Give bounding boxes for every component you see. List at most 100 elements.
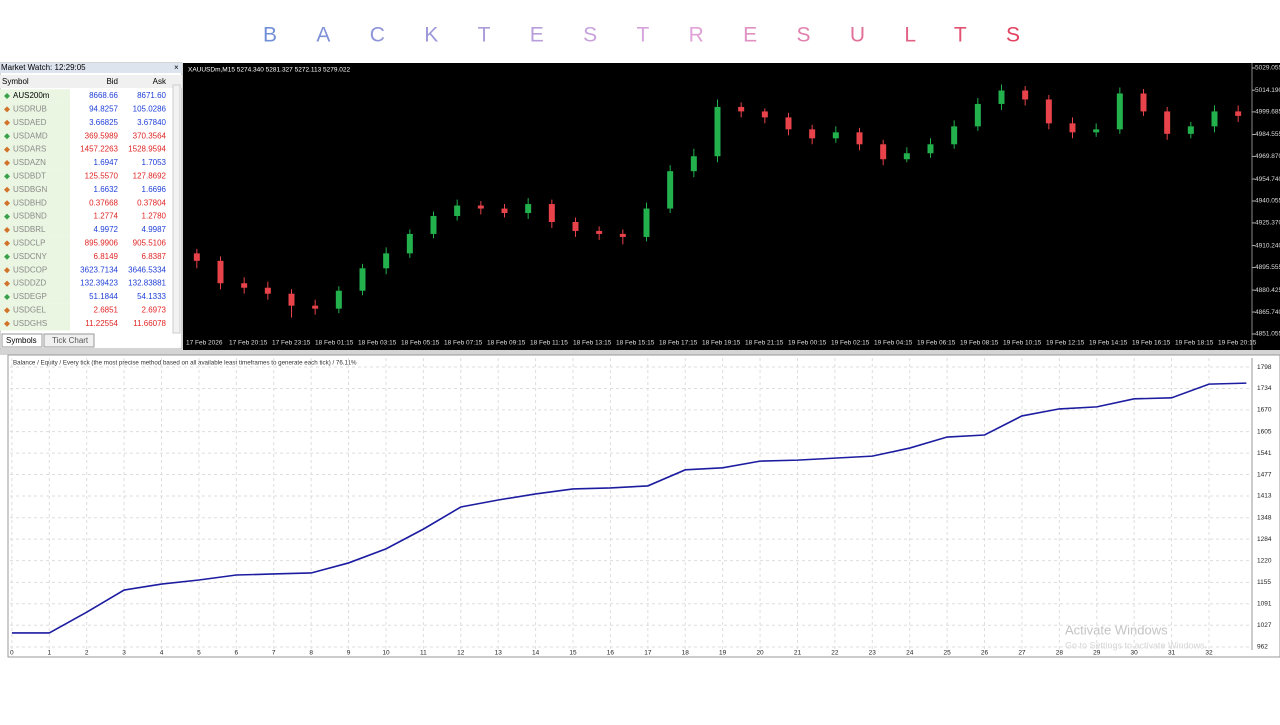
symbol-icon bbox=[4, 93, 10, 99]
tab[interactable] bbox=[43, 333, 95, 348]
bid: 125.5570 bbox=[85, 172, 119, 181]
candle-body bbox=[785, 117, 792, 130]
column-header[interactable]: Bid bbox=[106, 77, 118, 86]
candle-body bbox=[738, 106, 745, 112]
y-tick-label: 5014.190 bbox=[1255, 87, 1280, 94]
symbol-icon bbox=[4, 267, 10, 274]
market-watch-title: Market Watch: 12:29:05 bbox=[1, 63, 86, 72]
ask: 54.1333 bbox=[137, 292, 166, 301]
column-header-row bbox=[0, 75, 182, 88]
x-tick-label: 17 Feb 23:15 bbox=[272, 340, 311, 347]
candle-body bbox=[477, 205, 484, 209]
close-button[interactable]: × bbox=[174, 63, 179, 72]
ask: 6.8387 bbox=[142, 252, 167, 261]
candle-body bbox=[998, 90, 1005, 104]
y-tick-label: 1605 bbox=[1257, 428, 1272, 435]
balance-line bbox=[11, 382, 1247, 634]
candle-body bbox=[1093, 129, 1100, 133]
y-tick-label: 1413 bbox=[1257, 493, 1272, 500]
x-tick-label: 27 bbox=[1018, 650, 1026, 657]
symbol[interactable]: USDAZN bbox=[13, 158, 46, 167]
candle-body bbox=[288, 293, 295, 306]
candle-body bbox=[359, 268, 366, 291]
symbol-icon bbox=[4, 200, 10, 207]
symbol-icon bbox=[4, 213, 10, 220]
candle-body bbox=[572, 221, 579, 231]
x-tick-label: 8 bbox=[309, 650, 313, 657]
symbol[interactable]: USDCOP bbox=[13, 265, 47, 274]
x-tick-label: 1 bbox=[47, 650, 51, 657]
x-tick-label: 17 Feb 20:15 bbox=[229, 340, 268, 347]
ask: 0.37804 bbox=[137, 198, 166, 207]
candle-body bbox=[832, 132, 839, 139]
scrollbar[interactable] bbox=[172, 84, 181, 334]
symbol[interactable]: USDCNY bbox=[13, 252, 47, 261]
y-tick-label: 4895.555 bbox=[1255, 264, 1280, 271]
y-tick-label: 1284 bbox=[1257, 536, 1272, 543]
balance-chart-panel bbox=[7, 354, 1280, 658]
tab[interactable] bbox=[1, 333, 43, 348]
y-tick-label: 4984.555 bbox=[1255, 131, 1280, 138]
x-tick-label: 19 Feb 10:15 bbox=[1003, 340, 1042, 347]
column-header[interactable]: Ask bbox=[153, 77, 167, 86]
x-tick-label: 19 Feb 16:15 bbox=[1132, 340, 1171, 347]
symbol-icon bbox=[4, 227, 10, 233]
symbol[interactable]: USDGHS bbox=[13, 319, 47, 328]
symbol-cell bbox=[0, 276, 70, 291]
symbol-cell bbox=[0, 183, 70, 197]
symbol[interactable]: USDBDT bbox=[13, 172, 46, 181]
ask: 4.9987 bbox=[142, 225, 167, 234]
candle-body bbox=[312, 305, 319, 309]
y-tick-label: 4954.740 bbox=[1255, 176, 1280, 183]
y-tick-label: 4925.370 bbox=[1255, 220, 1280, 227]
symbol[interactable]: USDARS bbox=[13, 145, 46, 154]
column-header[interactable]: Symbol bbox=[2, 77, 29, 86]
x-tick-label: 14 bbox=[532, 650, 540, 657]
symbol-icon bbox=[4, 133, 10, 140]
symbol[interactable]: USDBGN bbox=[13, 185, 47, 194]
symbol[interactable]: USDBRL bbox=[13, 225, 46, 234]
page-title: BACKTESTRESULTS bbox=[263, 24, 1020, 47]
x-tick-label: 15 bbox=[569, 650, 577, 657]
candle-body bbox=[525, 204, 532, 214]
symbol[interactable]: USDGEL bbox=[13, 306, 46, 315]
x-tick-label: 16 bbox=[607, 650, 615, 657]
symbol-cell bbox=[0, 116, 70, 130]
x-tick-label: 24 bbox=[906, 650, 914, 657]
tab-label[interactable]: Symbols bbox=[6, 336, 37, 345]
y-tick-label: 4940.055 bbox=[1255, 198, 1280, 205]
symbol[interactable]: USDBHD bbox=[13, 198, 47, 207]
candle-body bbox=[809, 129, 816, 139]
y-tick-label: 1798 bbox=[1257, 364, 1272, 371]
y-tick-label: 962 bbox=[1257, 644, 1268, 651]
symbol[interactable]: USDDZD bbox=[13, 279, 47, 288]
tab-label[interactable]: Tick Chart bbox=[52, 336, 89, 345]
symbol[interactable]: USDCLP bbox=[13, 239, 45, 248]
x-tick-label: 19 Feb 04:15 bbox=[874, 340, 913, 347]
symbol[interactable]: USDEGP bbox=[13, 292, 47, 301]
x-tick-label: 18 Feb 07:15 bbox=[444, 340, 483, 347]
symbol[interactable]: USDAED bbox=[13, 118, 47, 127]
x-tick-label: 2 bbox=[85, 650, 89, 657]
symbol[interactable]: USDAMD bbox=[13, 131, 48, 140]
symbol-icon bbox=[4, 186, 10, 193]
symbol-cell bbox=[0, 156, 70, 170]
bid: 8668.66 bbox=[89, 91, 118, 100]
symbol-cell bbox=[0, 169, 70, 184]
symbol-icon bbox=[4, 146, 10, 153]
bid: 1457.2263 bbox=[80, 145, 118, 154]
candle-body bbox=[667, 171, 674, 209]
candle-body bbox=[335, 290, 342, 309]
market-watch-header bbox=[0, 63, 182, 73]
symbol[interactable]: USDRUB bbox=[13, 105, 47, 114]
candle-body bbox=[1211, 111, 1218, 127]
candle-body bbox=[193, 253, 200, 261]
x-tick-label: 5 bbox=[197, 650, 201, 657]
candle-body bbox=[501, 208, 508, 214]
x-tick-label: 23 bbox=[869, 650, 877, 657]
symbol[interactable]: AUS200m bbox=[13, 91, 50, 100]
y-tick-label: 1734 bbox=[1257, 385, 1272, 392]
symbol-icon bbox=[4, 280, 10, 287]
y-tick-label: 1541 bbox=[1257, 450, 1272, 457]
symbol[interactable]: USDBND bbox=[13, 212, 47, 221]
